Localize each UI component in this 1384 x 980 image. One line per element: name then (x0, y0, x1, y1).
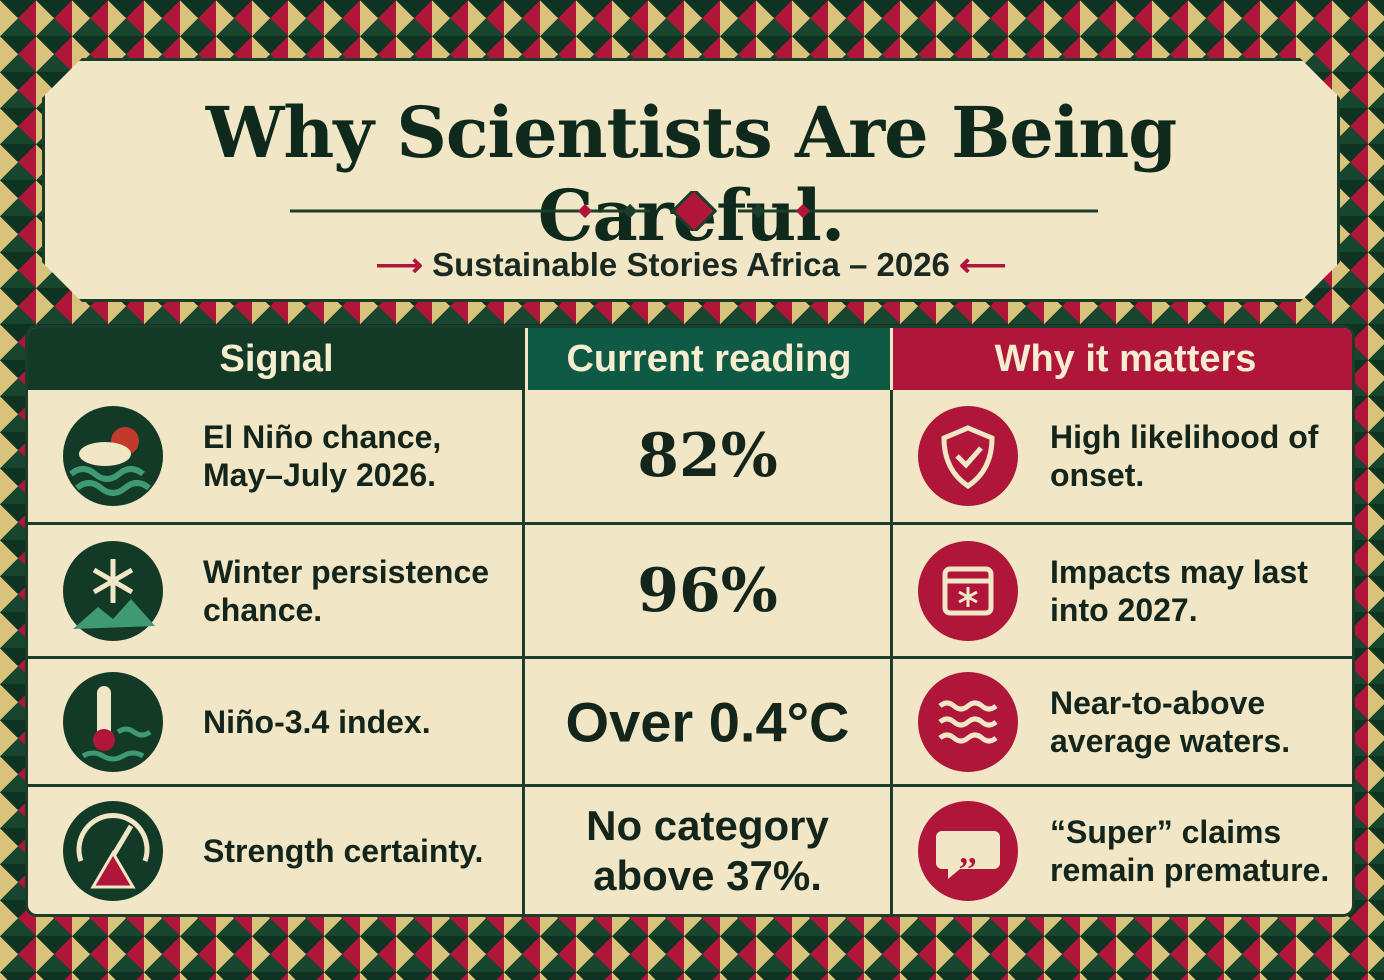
reading-value: Over 0.4°C (565, 690, 850, 753)
why-text: “Super” claims remain premature. (1050, 813, 1330, 888)
why-text: Impacts may last into 2027. (1050, 553, 1308, 628)
why-cell: Impacts may last into 2027. (893, 525, 1352, 659)
signal-icon (63, 406, 163, 506)
subtitle: ⟶ Sustainable Stories Africa – 2026 ⟵ (375, 246, 1007, 283)
reading-cell: No category above 37%. (525, 787, 893, 914)
why-icon (918, 540, 1018, 641)
signal-icon (63, 540, 163, 641)
signal-icon (63, 671, 163, 772)
why-text: Near-to-above average waters. (1050, 684, 1291, 759)
reading-cell: 96% (525, 525, 893, 659)
signal-cell: Strength certainty. (28, 787, 525, 914)
header-panel: Why Scientists Are Being Careful. ⟶ Sust… (42, 58, 1340, 302)
why-icon (918, 671, 1018, 772)
signal-label: Niño-3.4 index. (203, 703, 431, 740)
signal-cell: El Niño chance, May–July 2026. (28, 390, 525, 525)
subtitle-text: Sustainable Stories Africa – 2026 (432, 246, 950, 283)
reading-cell: 82% (525, 390, 893, 525)
table: Signal Current reading Why it matters El… (25, 325, 1355, 917)
signal-cell: Winter persistence chance. (28, 525, 525, 659)
reading-value: 96% (637, 555, 778, 626)
why-icon (918, 406, 1018, 506)
signal-cell: Niño-3.4 index. (28, 659, 525, 787)
reading-value: 82% (637, 421, 778, 491)
title: Why Scientists Are Being Careful. (205, 91, 1177, 174)
why-icon: ,, (918, 800, 1018, 901)
signal-label: Winter persistence chance. (203, 553, 490, 628)
column-header: Current reading (525, 328, 893, 390)
column-header: Why it matters (893, 328, 1352, 390)
column-header: Signal (28, 328, 525, 390)
ornament (290, 191, 1098, 231)
why-cell: High likelihood of onset. (893, 390, 1352, 525)
signal-label: Strength certainty. (203, 832, 484, 869)
why-text: High likelihood of onset. (1050, 419, 1319, 493)
reading-value: No category above 37%. (586, 801, 829, 899)
signal-icon (63, 800, 163, 901)
reading-cell: Over 0.4°C (525, 659, 893, 787)
why-cell: ,, “Super” claims remain premature. (893, 787, 1352, 914)
signal-label: El Niño chance, May–July 2026. (203, 419, 442, 493)
why-cell: Near-to-above average waters. (893, 659, 1352, 787)
svg-text:,,: ,, (960, 834, 977, 871)
